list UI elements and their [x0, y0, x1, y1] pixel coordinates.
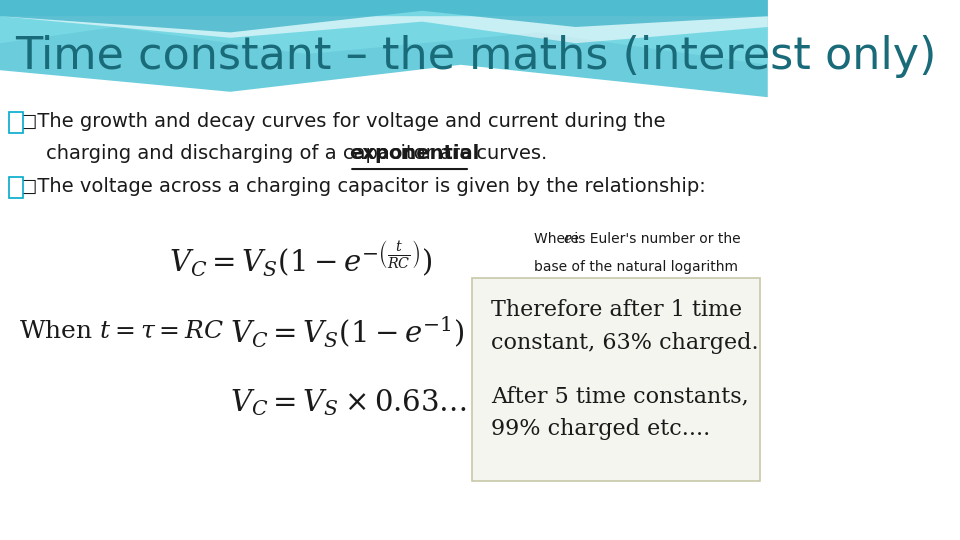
- Text: 99% charged etc....: 99% charged etc....: [492, 418, 710, 440]
- Text: charging and discharging of a capacitor are: charging and discharging of a capacitor …: [46, 144, 478, 164]
- Text: □The growth and decay curves for voltage and current during the: □The growth and decay curves for voltage…: [19, 112, 665, 131]
- Text: exponential: exponential: [349, 144, 480, 164]
- Text: is Euler's number or the: is Euler's number or the: [569, 232, 740, 246]
- Text: Where: Where: [534, 232, 583, 246]
- Text: curves.: curves.: [469, 144, 547, 164]
- FancyBboxPatch shape: [472, 278, 760, 481]
- Text: Time constant – the maths (interest only): Time constant – the maths (interest only…: [15, 35, 937, 78]
- Text: base of the natural logarithm: base of the natural logarithm: [534, 260, 737, 274]
- Text: Therefore after 1 time: Therefore after 1 time: [492, 300, 742, 321]
- Polygon shape: [0, 0, 768, 32]
- Text: e: e: [564, 232, 572, 246]
- Text: When $t = \tau = RC$: When $t = \tau = RC$: [19, 321, 224, 343]
- Text: $V_C = V_S \times 0.63\ldots$: $V_C = V_S \times 0.63\ldots$: [230, 387, 468, 418]
- Text: After 5 time constants,: After 5 time constants,: [492, 386, 749, 408]
- FancyBboxPatch shape: [10, 177, 23, 198]
- Text: constant, 63% charged.: constant, 63% charged.: [492, 332, 759, 354]
- Text: □The voltage across a charging capacitor is given by the relationship:: □The voltage across a charging capacitor…: [19, 177, 706, 196]
- Text: $V_C = V_S\left(1 - e^{-1}\right)$: $V_C = V_S\left(1 - e^{-1}\right)$: [230, 314, 465, 350]
- FancyBboxPatch shape: [10, 112, 23, 133]
- Polygon shape: [0, 0, 768, 97]
- Polygon shape: [0, 16, 768, 43]
- Polygon shape: [0, 0, 768, 65]
- Text: $V_C = V_S\left(1 - e^{-\left(\frac{t}{RC}\right)}\right)$: $V_C = V_S\left(1 - e^{-\left(\frac{t}{R…: [169, 239, 432, 279]
